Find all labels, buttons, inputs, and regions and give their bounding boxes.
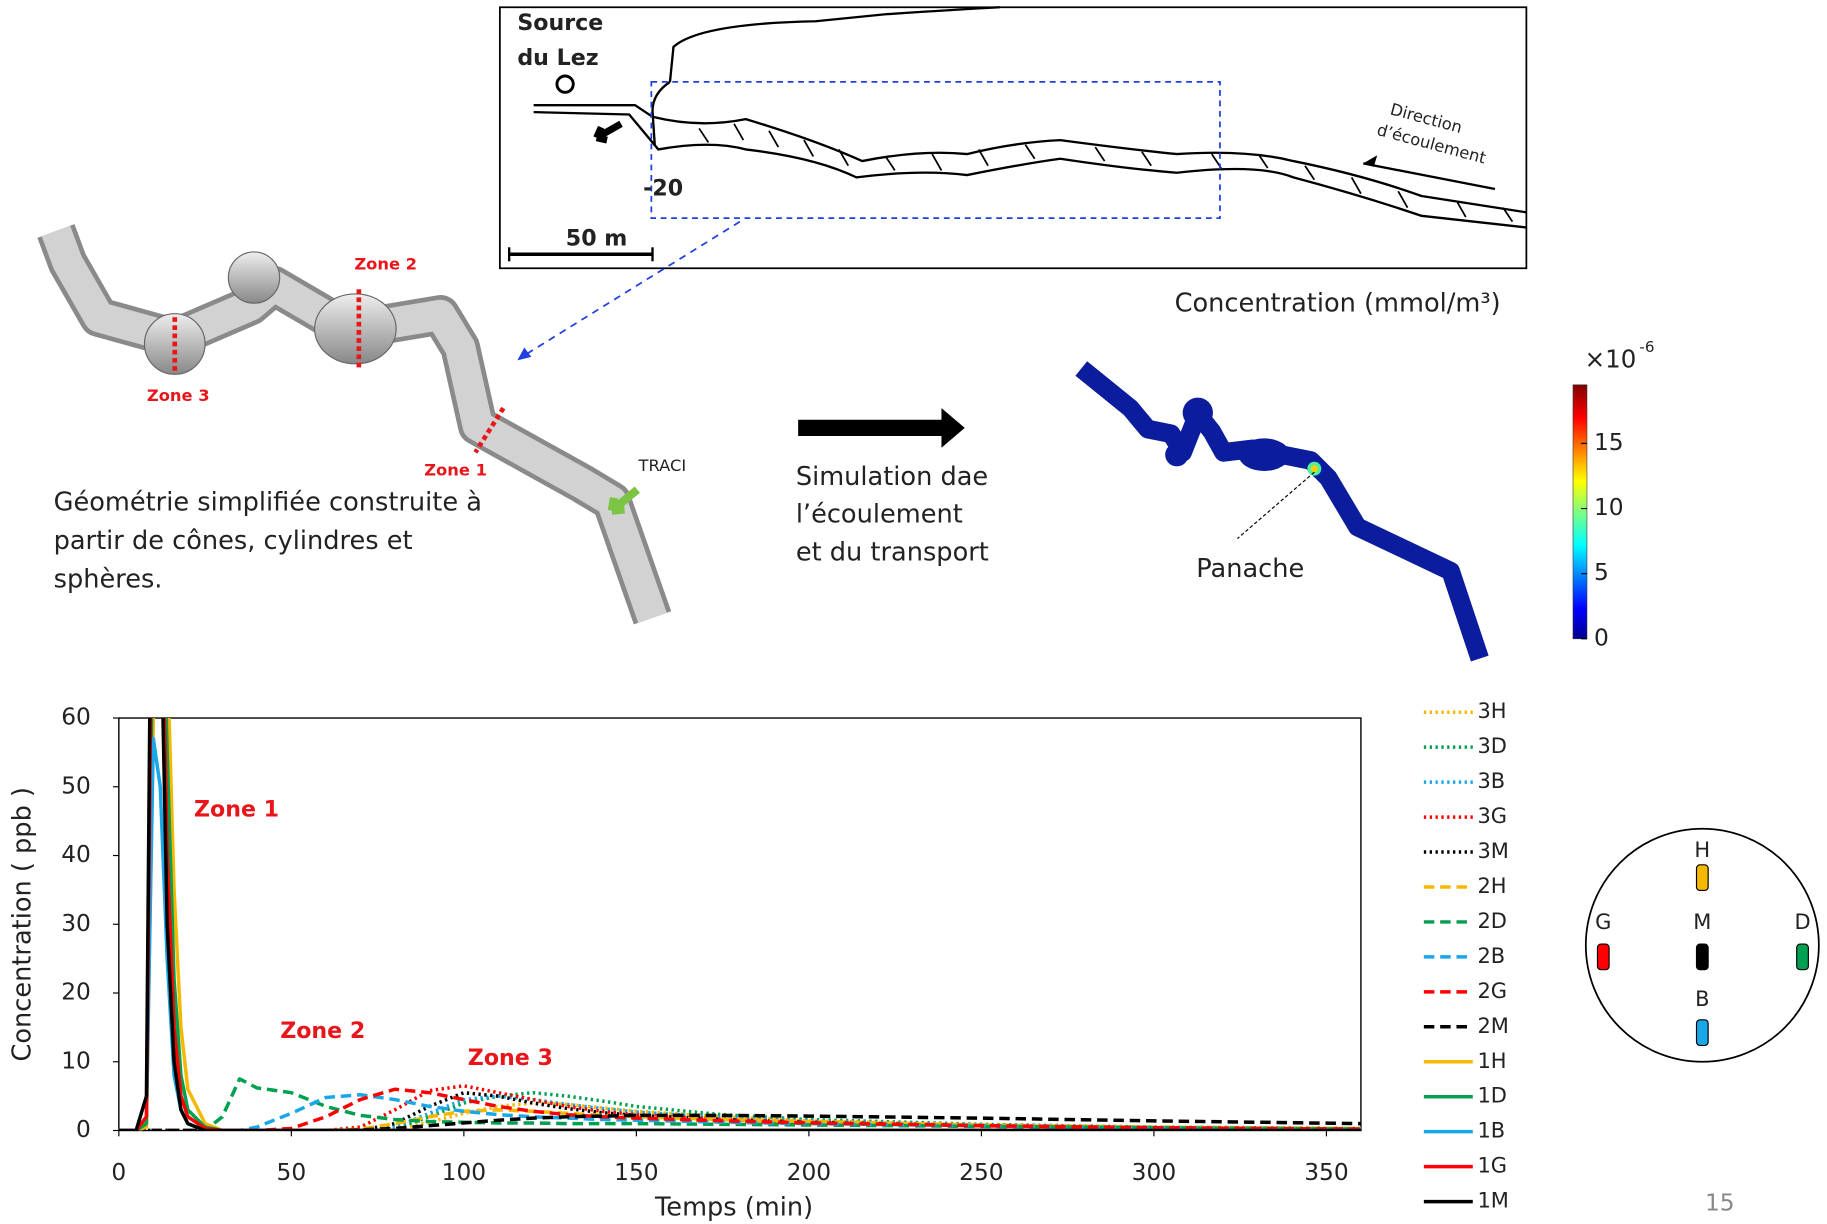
y-tick-label: 10	[61, 1047, 91, 1074]
legend-label: 2M	[1477, 1014, 1508, 1038]
legend-label: 1H	[1477, 1049, 1506, 1073]
legend-label: 1B	[1477, 1119, 1505, 1143]
geometry-model: Zone 2 Zone 3 Zone 1 TRACI Géométrie sim…	[54, 231, 687, 618]
slide: Source du Lez -20 50 m Direction d’écoul…	[0, 0, 1827, 1224]
colorbar-exponent: -6	[1639, 338, 1654, 356]
zone-label: Zone 2	[354, 254, 417, 273]
x-tick-label: 0	[111, 1159, 126, 1186]
zone-label: Zone 1	[424, 461, 487, 480]
legend-label: 1G	[1477, 1154, 1507, 1178]
injection-label: TRACI	[638, 456, 687, 475]
y-tick-label: 60	[61, 704, 91, 731]
colorbar-multiplier: ×10	[1585, 344, 1637, 373]
legend-label: 1D	[1477, 1084, 1507, 1108]
process-text: Simulation dae	[796, 462, 988, 492]
y-tick-label: 20	[61, 979, 91, 1006]
map-label: 50 m	[566, 226, 628, 252]
map-label: -20	[643, 176, 683, 202]
colorbar-tick-label: 0	[1594, 624, 1609, 651]
series-line	[119, 739, 1361, 1131]
colorbar-tick-label: 10	[1594, 494, 1624, 521]
simulation: Concentration (mmol/m³) Panache ×10 -6 0…	[1081, 288, 1654, 658]
legend-label: 3G	[1477, 804, 1507, 828]
section-diagram: H G M D B	[1586, 829, 1819, 1062]
annotation: Zone 3	[468, 1045, 553, 1071]
legend-label: 3M	[1477, 839, 1508, 863]
simulation-title: Concentration (mmol/m³)	[1175, 288, 1501, 318]
map-label: Source	[517, 10, 603, 36]
position-label: M	[1693, 910, 1711, 934]
legend-label: 2H	[1477, 874, 1506, 898]
caption: Géométrie simplifiée construite à	[54, 488, 482, 518]
annotation: Zone 1	[194, 797, 279, 823]
position-label: B	[1695, 987, 1709, 1011]
x-tick-label: 250	[959, 1159, 1003, 1186]
x-tick-label: 150	[614, 1159, 658, 1186]
x-axis-title: Temps (min)	[654, 1193, 813, 1223]
annotation: Zone 2	[280, 1018, 365, 1044]
legend-label: 1M	[1477, 1189, 1508, 1213]
caption: sphères.	[54, 565, 163, 595]
position-label: H	[1694, 838, 1710, 862]
x-tick-label: 350	[1304, 1159, 1348, 1186]
y-tick-label: 0	[76, 1116, 91, 1143]
process-text: l’écoulement	[796, 499, 963, 529]
page-number: 15	[1705, 1189, 1735, 1216]
x-tick-label: 200	[787, 1159, 831, 1186]
legend-label: 2D	[1477, 909, 1507, 933]
legend-label: 2G	[1477, 979, 1507, 1003]
legend-label: 3H	[1477, 699, 1506, 723]
process-text: et du transport	[796, 538, 989, 568]
page: Source du Lez -20 50 m Direction d’écoul…	[0, 0, 1827, 1224]
y-tick-label: 50	[61, 772, 91, 799]
y-tick-label: 30	[61, 910, 91, 937]
plume-label: Panache	[1196, 554, 1304, 584]
map-label: du Lez	[517, 45, 598, 71]
colorbar-tick-label: 5	[1594, 559, 1609, 586]
colorbar-tick-label: 15	[1594, 429, 1624, 456]
y-axis-title: Concentration ( ppb )	[7, 787, 37, 1062]
legend-label: 3D	[1477, 734, 1507, 758]
legend-label: 3B	[1477, 769, 1505, 793]
zone-label: Zone 3	[147, 386, 210, 405]
process: Simulation dae l’écoulement et du transp…	[796, 408, 989, 568]
position-label: G	[1595, 910, 1611, 934]
x-tick-label: 50	[277, 1159, 307, 1186]
legend-label: 2B	[1477, 944, 1505, 968]
position-label: D	[1794, 910, 1810, 934]
x-tick-label: 300	[1132, 1159, 1176, 1186]
plot-frame	[119, 718, 1361, 1130]
caption: partir de cônes, cylindres et	[54, 526, 413, 556]
y-tick-label: 40	[61, 841, 91, 868]
x-tick-label: 100	[442, 1159, 486, 1186]
